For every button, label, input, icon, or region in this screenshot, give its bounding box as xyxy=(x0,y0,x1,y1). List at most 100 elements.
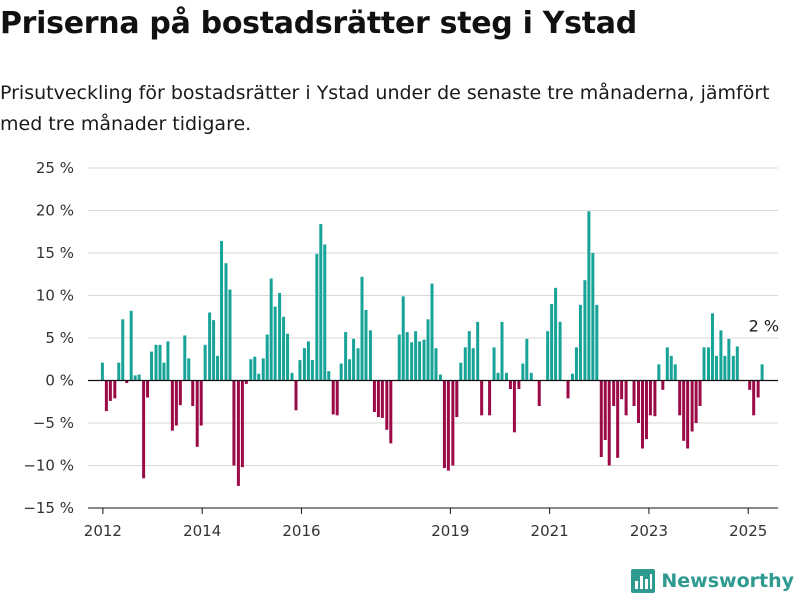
bar xyxy=(702,347,706,381)
bar xyxy=(216,355,220,381)
bar xyxy=(385,380,389,430)
bar xyxy=(653,380,657,417)
bar xyxy=(640,380,644,449)
bar xyxy=(550,304,554,381)
bar xyxy=(525,338,529,381)
bar xyxy=(199,380,203,426)
bar xyxy=(174,380,178,426)
bar xyxy=(121,319,125,381)
bar xyxy=(290,372,294,381)
y-tick-label: 5 % xyxy=(45,329,74,347)
bar xyxy=(686,380,690,449)
bar xyxy=(228,289,232,381)
bar xyxy=(240,380,244,468)
bar xyxy=(203,344,207,381)
y-tick-label: 15 % xyxy=(36,244,74,262)
bar xyxy=(178,380,182,406)
bar xyxy=(459,362,463,381)
bar xyxy=(612,380,616,406)
bar xyxy=(166,341,170,381)
y-tick-label: −10 % xyxy=(23,457,74,475)
bar xyxy=(401,296,405,381)
bar xyxy=(500,321,504,381)
bar xyxy=(603,380,607,440)
x-tick-label: 2014 xyxy=(183,522,221,540)
bar xyxy=(380,380,384,418)
bar xyxy=(426,319,430,381)
bar xyxy=(434,348,438,381)
bar xyxy=(405,332,409,381)
bar xyxy=(208,312,212,381)
bar xyxy=(244,380,248,384)
bar xyxy=(710,313,714,381)
bar xyxy=(422,339,426,381)
bar xyxy=(682,380,686,441)
bar xyxy=(129,310,133,381)
bar xyxy=(335,380,339,416)
bar xyxy=(760,364,764,381)
chart-subtitle: Prisutveckling för bostadsrätter i Ystad… xyxy=(0,82,770,135)
bar xyxy=(306,341,310,381)
bar xyxy=(492,347,496,381)
bar xyxy=(476,321,480,381)
bar xyxy=(212,320,216,381)
bar xyxy=(150,351,154,381)
x-tick-label: 2016 xyxy=(282,522,320,540)
y-tick-label: 25 % xyxy=(36,159,74,177)
bar xyxy=(616,380,620,458)
bar xyxy=(344,332,348,381)
bar xyxy=(624,380,628,416)
bar xyxy=(108,380,112,401)
bar xyxy=(195,380,199,447)
bar xyxy=(723,355,727,381)
bar xyxy=(735,346,739,381)
bar xyxy=(467,331,471,381)
bar xyxy=(517,380,521,389)
bar xyxy=(488,380,492,416)
bar xyxy=(521,363,525,381)
bar xyxy=(480,380,484,416)
bar xyxy=(113,380,117,399)
bar xyxy=(546,331,550,381)
bar xyxy=(558,321,562,381)
bar xyxy=(430,283,434,381)
bar xyxy=(327,371,331,381)
bar xyxy=(719,330,723,381)
bar xyxy=(496,372,500,381)
bar xyxy=(607,380,611,466)
x-tick-label: 2025 xyxy=(729,522,767,540)
bar xyxy=(661,380,665,390)
y-tick-label: −5 % xyxy=(33,414,74,432)
bar xyxy=(187,358,191,381)
bar xyxy=(331,380,335,415)
bar xyxy=(286,333,290,381)
bar xyxy=(665,347,669,381)
bar xyxy=(637,380,641,423)
bar xyxy=(154,344,158,381)
bar xyxy=(117,362,121,381)
bar xyxy=(451,380,455,466)
bar xyxy=(648,380,652,416)
bar xyxy=(442,380,446,469)
bar xyxy=(727,338,731,381)
chart-title: Priserna på bostadsrätter steg i Ystad xyxy=(0,6,637,41)
bar xyxy=(339,363,343,381)
bar xyxy=(644,380,648,440)
bar xyxy=(137,374,141,381)
bar xyxy=(146,380,150,398)
bar xyxy=(508,380,512,389)
bar xyxy=(183,335,187,381)
bar xyxy=(587,211,591,381)
bar xyxy=(261,358,265,381)
bar xyxy=(323,244,327,381)
y-tick-label: 10 % xyxy=(36,287,74,305)
latest-value-annotation: 2 % xyxy=(749,317,779,336)
bar xyxy=(249,359,253,381)
bar xyxy=(298,360,302,381)
bar xyxy=(356,348,360,381)
bar xyxy=(389,380,393,444)
bar xyxy=(410,342,414,381)
bar xyxy=(257,373,261,381)
bar xyxy=(125,380,129,384)
